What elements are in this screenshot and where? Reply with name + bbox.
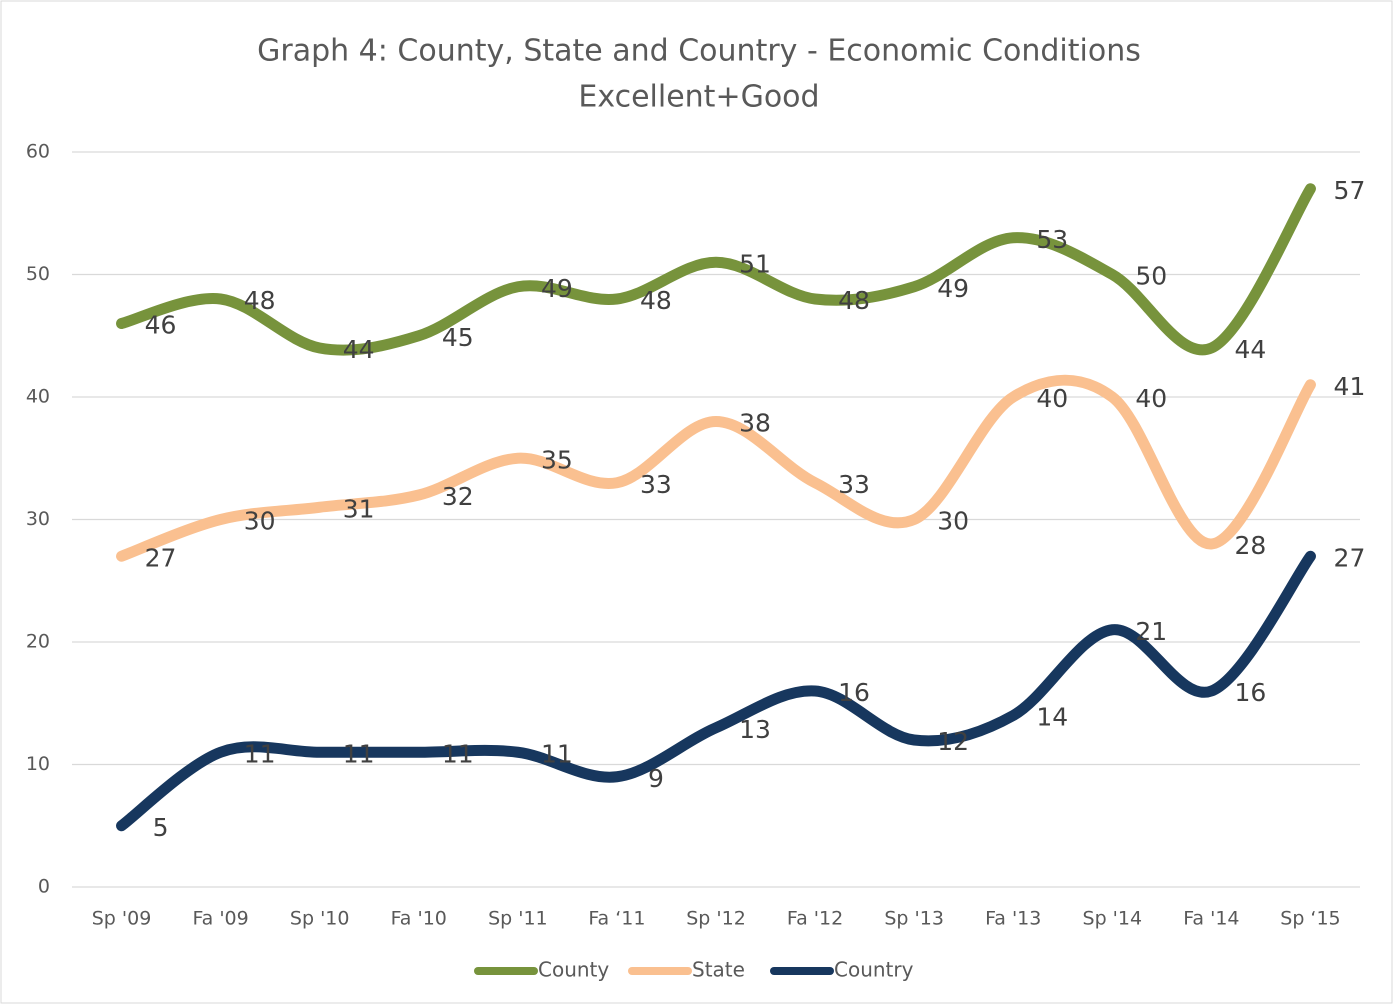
chart-subtitle: Excellent+Good [578, 80, 819, 115]
x-tick-label: Fa '12 [787, 908, 843, 930]
data-label: 31 [343, 494, 375, 523]
data-label: 9 [648, 764, 664, 793]
y-tick-label: 30 [26, 508, 50, 530]
data-label: 16 [1234, 678, 1266, 707]
data-label: 33 [640, 470, 672, 499]
data-label: 30 [937, 507, 969, 536]
data-label: 28 [1234, 531, 1266, 560]
data-label: 48 [838, 286, 870, 315]
data-label: 11 [343, 739, 375, 768]
series-line [116, 374, 1316, 562]
data-label: 35 [541, 445, 573, 474]
data-label: 33 [838, 470, 870, 499]
data-label: 21 [1135, 617, 1167, 646]
data-label: 12 [937, 727, 969, 756]
data-label: 44 [343, 335, 375, 364]
data-label: 57 [1334, 176, 1366, 205]
data-label: 11 [541, 739, 573, 768]
data-label: 38 [739, 409, 771, 438]
y-tick-label: 50 [26, 263, 50, 285]
chart-title: Graph 4: County, State and Country - Eco… [257, 34, 1141, 69]
series-line [116, 550, 1316, 832]
y-tick-label: 0 [38, 876, 50, 898]
legend-label: Country [834, 958, 914, 982]
y-tick-label: 20 [26, 631, 50, 653]
data-label: 44 [1234, 335, 1266, 364]
data-label: 14 [1036, 703, 1068, 732]
x-tick-label: Sp '13 [884, 908, 944, 930]
x-tick-label: Sp '11 [488, 908, 548, 930]
data-label: 45 [442, 323, 474, 352]
x-tick-label: Fa '09 [192, 908, 248, 930]
x-tick-label: Sp '10 [290, 908, 350, 930]
x-tick-label: Fa '14 [1183, 908, 1239, 930]
data-label: 53 [1036, 225, 1068, 254]
data-label: 30 [244, 507, 276, 536]
x-tick-label: Sp ‘15 [1280, 908, 1340, 930]
data-label: 32 [442, 482, 474, 511]
x-tick-label: Fa ‘11 [588, 908, 645, 930]
x-tick-label: Fa '10 [391, 908, 447, 930]
data-label: 40 [1135, 384, 1167, 413]
data-label: 5 [153, 813, 169, 842]
data-label: 41 [1334, 372, 1366, 401]
legend-label: County [538, 958, 609, 982]
x-tick-label: Sp '14 [1083, 908, 1143, 930]
data-label: 27 [145, 543, 177, 572]
data-label: 50 [1135, 262, 1167, 291]
data-label: 51 [739, 249, 771, 278]
legend-label: State [692, 958, 745, 982]
data-label: 11 [442, 739, 474, 768]
data-label: 49 [541, 274, 573, 303]
data-label: 13 [739, 715, 771, 744]
x-tick-label: Fa '13 [985, 908, 1041, 930]
y-tick-label: 60 [26, 141, 50, 163]
x-tick-label: Sp '12 [686, 908, 746, 930]
series-line [116, 183, 1316, 356]
data-label: 49 [937, 274, 969, 303]
data-label: 16 [838, 678, 870, 707]
y-tick-label: 10 [26, 753, 50, 775]
data-label: 48 [244, 286, 276, 315]
x-tick-label: Sp '09 [92, 908, 152, 930]
y-tick-label: 40 [26, 386, 50, 408]
data-label: 48 [640, 286, 672, 315]
data-label: 27 [1334, 543, 1366, 572]
data-label: 40 [1036, 384, 1068, 413]
data-label: 46 [145, 311, 177, 340]
data-label: 11 [244, 739, 276, 768]
